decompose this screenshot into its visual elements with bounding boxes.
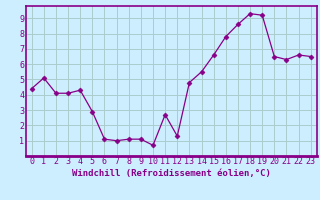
X-axis label: Windchill (Refroidissement éolien,°C): Windchill (Refroidissement éolien,°C): [72, 169, 271, 178]
